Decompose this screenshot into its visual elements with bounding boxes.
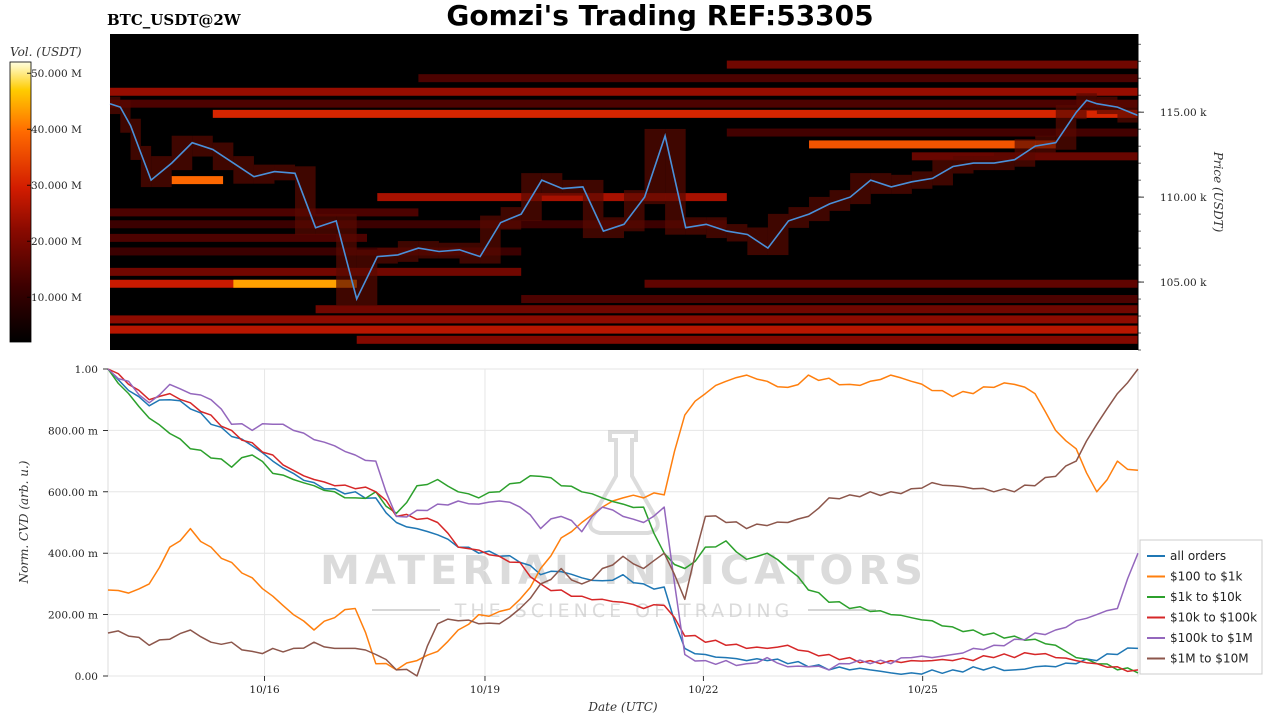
cvd-y-tick-label: 600.00 m — [48, 487, 98, 499]
cvd-y-ticks: 0.00 200.00 m 400.00 m 600.00 m 800.00 m 1.00 — [48, 364, 108, 683]
price-tick-label: 110.00 k — [1160, 192, 1207, 204]
colorbar-tick-label: 10.000 M — [31, 292, 82, 304]
legend-entry: $1M to $10M — [1170, 652, 1249, 666]
cvd-series-line — [107, 368, 1139, 673]
heatmap-band — [110, 325, 1138, 334]
cvd-y-tick-label: 0.00 — [75, 671, 98, 683]
heatmap-band — [110, 315, 1138, 324]
cvd-y-tick-label: 200.00 m — [48, 610, 98, 622]
colorbar-ticks: 10.000 M 20.000 M 30.000 M 40.000 M 50.000 M — [27, 68, 82, 304]
flask-icon — [588, 430, 660, 535]
heatmap-band — [356, 335, 1139, 344]
watermark-main: MATERIAL INDICATORS — [320, 548, 928, 594]
legend-entry: $100k to $1M — [1170, 631, 1253, 645]
colorbar-tick-label: 40.000 M — [31, 124, 82, 136]
price-axis-ticks: 105.00 k 110.00 k 115.00 k — [1138, 43, 1207, 351]
heatmap-band — [110, 99, 1138, 108]
legend-entry: all orders — [1170, 549, 1226, 563]
cvd-series-line — [107, 368, 1139, 671]
colorbar-label: Vol. (USDT) — [10, 45, 82, 59]
cvd-y-tick-label: 1.00 — [75, 364, 98, 376]
price-tick-label: 115.00 k — [1160, 107, 1207, 119]
heatmap-band — [809, 140, 1056, 149]
colorbar-tick-label: 20.000 M — [31, 236, 82, 248]
cvd-series-line — [107, 368, 1139, 677]
legend-items: all orders $100 to $1k $1k to $10k $10k to … — [1147, 549, 1257, 666]
heatmap-band — [110, 87, 1138, 96]
heatmap-band — [212, 109, 1139, 118]
cvd-series-line — [107, 374, 1139, 671]
heatmap-band — [377, 193, 727, 202]
cvd-series-line — [107, 368, 1139, 676]
cvd-x-tick-label: 10/19 — [470, 684, 500, 696]
heatmap-band — [110, 267, 522, 276]
watermark-sub: THE SCIENCE OF TRADING — [454, 600, 794, 622]
cvd-x-tick-label: 10/22 — [688, 684, 718, 696]
heatmap-band — [233, 279, 357, 288]
cvd-x-tick-label: 10/25 — [908, 684, 938, 696]
cvd-y-tick-label: 800.00 m — [48, 425, 98, 437]
cvd-x-tick-label: 10/16 — [249, 684, 280, 696]
cvd-x-ticks: 10/16 10/19 10/22 10/25 — [249, 676, 938, 696]
colorbar-tick-label: 50.000 M — [31, 68, 82, 80]
pair-label: BTC_USDT@2W — [107, 11, 242, 29]
heatmap-band — [726, 60, 1138, 69]
heatmap-band — [521, 295, 1138, 304]
cvd-series-lines — [107, 368, 1139, 677]
cvd-grid — [108, 368, 1138, 677]
heatmap-band — [110, 247, 522, 256]
heatmap-band — [726, 128, 1138, 137]
price-tick-label: 105.00 k — [1160, 277, 1207, 289]
cvd-y-axis-label: Norm. CVD (arb. u.) — [17, 460, 31, 584]
legend — [1139, 539, 1263, 675]
cvd-y-tick-label: 400.00 m — [48, 548, 98, 560]
heatmap-band — [110, 233, 367, 242]
heatmap-band — [418, 74, 1138, 83]
legend-entry: $1k to $10k — [1170, 590, 1242, 604]
heatmap-band — [315, 305, 1139, 314]
watermark: MATERIAL INDICATORS THE SCIENCE OF TRADI… — [320, 430, 928, 622]
legend-entry: $100 to $1k — [1170, 570, 1242, 584]
heatmap-bands — [110, 60, 1139, 344]
cvd-x-axis-label: Date (UTC) — [587, 700, 657, 714]
price-line — [109, 99, 1139, 302]
legend-entry: $10k to $100k — [1170, 611, 1257, 625]
page-title: Gomzi's Trading REF:53305 — [446, 0, 873, 32]
heatmap-band — [110, 220, 727, 229]
heatmap-band — [644, 279, 1138, 288]
cvd-plot-area — [107, 368, 1139, 677]
price-axis-label: Price (USDT) — [1211, 151, 1225, 233]
heatmap-band — [171, 176, 224, 185]
heatmap-band — [110, 208, 419, 217]
colorbar-tick-label: 30.000 M — [31, 180, 82, 192]
colorbar — [9, 61, 32, 343]
cvd-series-line — [107, 368, 1139, 674]
price-line-layer — [109, 93, 1139, 307]
